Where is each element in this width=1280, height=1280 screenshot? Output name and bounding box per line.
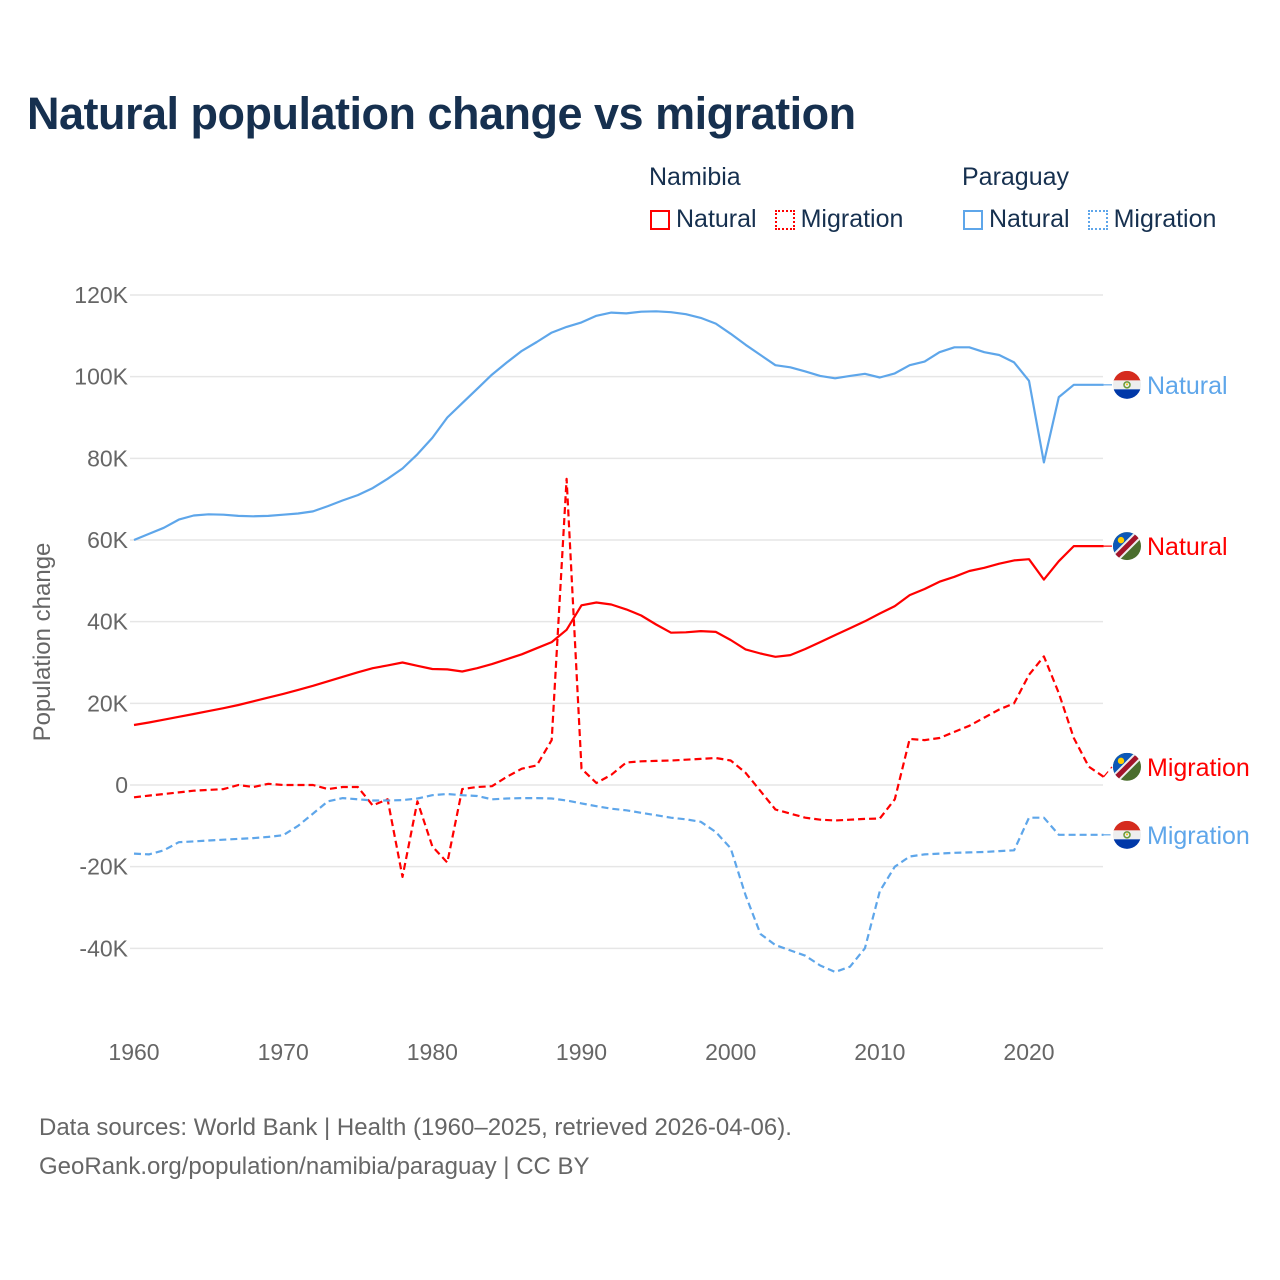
y-tick-label: 120K xyxy=(74,282,128,308)
x-tick-label: 1960 xyxy=(108,1039,159,1065)
x-tick-label: 1980 xyxy=(407,1039,458,1065)
footer-sources: Data sources: World Bank | Health (1960–… xyxy=(39,1114,792,1141)
y-axis-label: Population change xyxy=(29,543,56,742)
dotted-swatch-icon xyxy=(1087,209,1108,230)
legend-group-namibia: Namibia xyxy=(649,163,741,191)
legend-paraguay-natural[interactable]: Natural xyxy=(963,205,1070,234)
legend-namibia-natural[interactable]: Natural xyxy=(650,205,757,234)
end-label: Natural xyxy=(1147,372,1228,400)
end-label: Migration xyxy=(1147,822,1250,850)
legend-group-paraguay: Paraguay xyxy=(962,163,1070,191)
legend-label: Migration xyxy=(800,205,904,233)
y-tick-label: 0 xyxy=(115,772,128,798)
dotted-swatch-icon xyxy=(774,209,795,230)
x-tick-label: 1970 xyxy=(258,1039,309,1065)
y-tick-label: 20K xyxy=(87,690,129,716)
series-line-paraguay-migration[interactable] xyxy=(133,792,1104,974)
x-tick-label: 2000 xyxy=(705,1039,756,1065)
y-tick-label: -20K xyxy=(79,854,128,880)
series-line-namibia-natural[interactable] xyxy=(133,545,1104,727)
legend-namibia-items: Natural Migration xyxy=(650,205,903,234)
namibia-flag-icon xyxy=(1111,530,1143,562)
x-tick-label: 2010 xyxy=(854,1039,905,1065)
y-tick-label: -40K xyxy=(79,935,128,961)
solid-swatch-icon xyxy=(963,209,983,230)
solid-swatch-icon xyxy=(650,209,670,230)
chart-title: Natural population change vs migration xyxy=(27,88,856,139)
y-tick-label: 80K xyxy=(87,445,129,471)
namibia-flag-icon xyxy=(1111,751,1143,783)
series-line-paraguay-natural[interactable] xyxy=(133,310,1104,542)
x-tick-label: 1990 xyxy=(556,1039,607,1065)
end-label: Migration xyxy=(1147,754,1250,782)
paraguay-flag-icon xyxy=(1113,371,1141,400)
footer: Data sources: World Bank | Health (1960–… xyxy=(39,1108,792,1186)
x-tick-label: 2020 xyxy=(1003,1039,1054,1065)
series-line-namibia-migration[interactable] xyxy=(133,477,1105,878)
paraguay-flag-icon xyxy=(1113,821,1141,850)
legend-label: Natural xyxy=(676,205,757,233)
legend-label: Migration xyxy=(1113,205,1217,233)
legend-paraguay-items: Natural Migration xyxy=(963,205,1216,234)
y-tick-label: 40K xyxy=(87,609,129,635)
footer-link[interactable]: GeoRank.org/population/namibia/paraguay … xyxy=(39,1153,590,1180)
y-tick-label: 100K xyxy=(74,364,128,390)
legend-paraguay-migration[interactable]: Migration xyxy=(1087,205,1217,234)
y-tick-label: 60K xyxy=(87,527,129,553)
end-label: Natural xyxy=(1147,533,1228,561)
legend-namibia-migration[interactable]: Migration xyxy=(774,205,904,234)
leader-line xyxy=(1103,766,1113,778)
legend-label: Natural xyxy=(989,205,1070,233)
